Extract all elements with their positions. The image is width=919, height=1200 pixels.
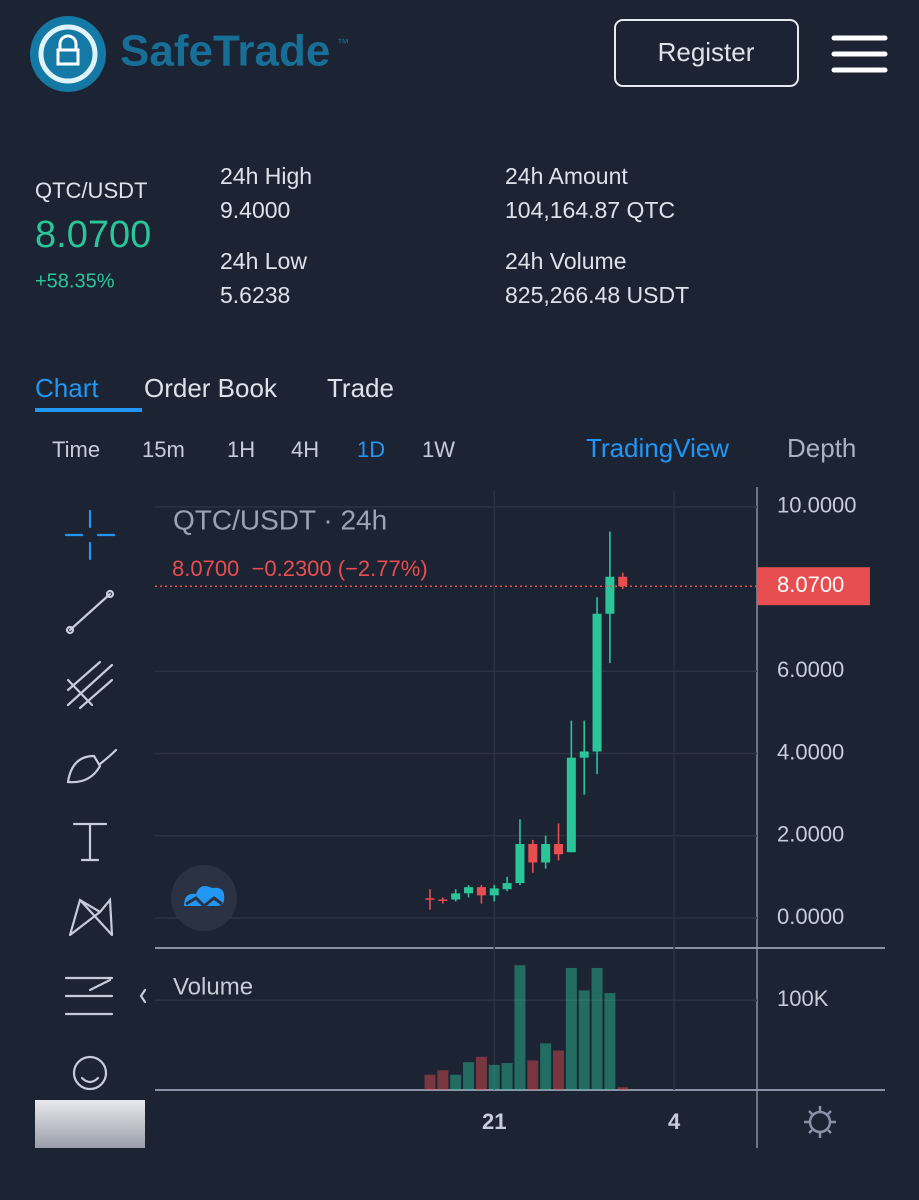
volume-bar — [591, 967, 603, 1090]
candle-body — [464, 887, 474, 894]
gear-teeth — [804, 1106, 836, 1138]
volume-bar — [514, 965, 526, 1090]
menu-button[interactable] — [831, 35, 888, 73]
volume-bar — [424, 1074, 436, 1090]
candle-body — [541, 843, 551, 863]
y-tick-label: 4.0000 — [777, 739, 844, 764]
y-tick-label: 0.0000 — [777, 904, 844, 929]
candle-body — [425, 898, 435, 900]
tab[interactable]: Chart — [35, 373, 99, 403]
x-tick-label: 21 — [482, 1109, 506, 1134]
volume-bar — [553, 1050, 564, 1090]
candle-body — [489, 888, 499, 896]
stat-label: 24h Volume — [505, 248, 626, 274]
collapse-arrow[interactable] — [139, 988, 147, 1004]
volume-tick-label: 100K — [777, 986, 829, 1011]
tab-underline — [35, 408, 142, 412]
emoji-mouth — [80, 1076, 100, 1084]
tv-logo-wave — [185, 896, 223, 909]
price: 8.0700 — [35, 214, 151, 256]
measure-icon[interactable] — [64, 976, 114, 1016]
tab[interactable]: Order Book — [144, 373, 278, 403]
text-icon[interactable] — [72, 822, 108, 862]
volume-bar — [488, 1064, 500, 1090]
trademark: ™ — [337, 36, 349, 50]
volume-bar — [475, 1056, 487, 1090]
logo-ring — [38, 24, 98, 84]
candle-body — [451, 893, 461, 900]
register-label: Register — [658, 37, 755, 67]
volume-bar — [565, 967, 577, 1090]
candle-body — [554, 843, 563, 855]
volume-bar — [437, 1070, 449, 1090]
crosshair-icon[interactable] — [64, 509, 116, 561]
brand: SafeTrade — [120, 27, 330, 76]
blurred-region — [35, 1100, 145, 1148]
volume-bar — [450, 1074, 462, 1090]
interval[interactable]: 15m — [142, 437, 185, 462]
toolbar — [64, 509, 147, 1091]
line-icon[interactable] — [65, 589, 115, 635]
y-tick-label: 6.0000 — [777, 657, 844, 682]
candle-body — [618, 576, 628, 587]
view[interactable]: Depth — [787, 433, 856, 463]
fork-icon[interactable] — [66, 660, 114, 710]
emoji-icon[interactable] — [72, 1055, 108, 1091]
stat-value: 104,164.87 QTC — [505, 197, 675, 223]
candle-body — [438, 899, 448, 901]
candle-body — [528, 843, 538, 863]
interval[interactable]: 1D — [357, 437, 385, 462]
volume-bar — [604, 993, 616, 1090]
last-price-label: 8.0700 — [777, 572, 844, 597]
x-tick-label: 4 — [668, 1109, 681, 1134]
logo[interactable] — [30, 16, 106, 92]
volume-bar — [463, 1062, 475, 1090]
change: +58.35% — [35, 270, 115, 292]
interval[interactable]: Time — [52, 437, 100, 462]
candle-body — [566, 757, 576, 853]
candle-body — [502, 883, 512, 890]
volume-bar — [540, 1043, 552, 1090]
stat-value: 5.6238 — [220, 282, 290, 308]
register-button[interactable] — [614, 19, 799, 87]
last-price-box — [757, 567, 870, 606]
plot: 0.0000 2.0000 4.0000 6.0000 10.0000 100K 21 4 8.… — [155, 490, 870, 1134]
settings-icon[interactable] — [804, 1106, 836, 1138]
logo-lock — [56, 34, 80, 66]
tab[interactable]: Trade — [327, 373, 394, 403]
volume-title: Volume — [173, 973, 253, 1000]
candle-body — [592, 613, 602, 752]
gear — [808, 1110, 832, 1134]
tv-logo-cloud — [184, 886, 225, 906]
chart-title: QTC/USDT · 24h — [173, 504, 387, 535]
candle-body — [476, 887, 486, 896]
candle-body — [579, 751, 589, 758]
chart-legend: 8.0700 −0.2300 (−2.77%) — [172, 556, 428, 581]
interval[interactable]: 1W — [422, 437, 455, 462]
pattern-icon[interactable] — [68, 897, 114, 937]
volume-bar — [578, 990, 590, 1090]
stat-value: 9.4000 — [220, 197, 290, 223]
brush-icon[interactable] — [66, 748, 118, 784]
stat-label: 24h Low — [220, 248, 307, 274]
candle-body — [515, 843, 525, 884]
y-tick-label: 2.0000 — [777, 822, 844, 847]
volume-bar — [501, 1063, 513, 1090]
stat-label: 24h High — [220, 163, 312, 189]
interval[interactable]: 4H — [291, 437, 319, 462]
interval[interactable]: 1H — [227, 437, 255, 462]
volume-bar — [527, 1060, 539, 1090]
volume-bar — [617, 1087, 629, 1090]
view[interactable]: TradingView — [586, 433, 729, 463]
pair: QTC/USDT — [35, 178, 147, 203]
stat-value: 825,266.48 USDT — [505, 282, 689, 308]
stat-label: 24h Amount — [505, 163, 628, 189]
candle-body — [605, 576, 615, 614]
y-tick-label: 10.0000 — [777, 493, 857, 518]
